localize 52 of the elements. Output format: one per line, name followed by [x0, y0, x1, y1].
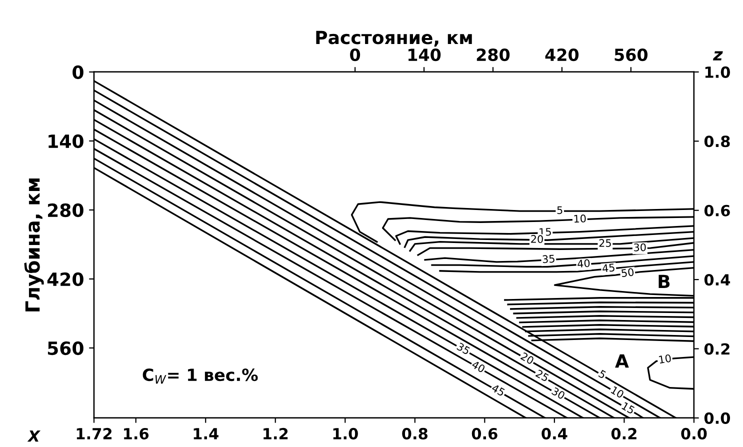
series-label: 30: [634, 243, 646, 252]
text: 10: [610, 386, 624, 398]
x-tick-label: 0.4: [542, 428, 568, 440]
text: 45: [602, 264, 615, 272]
text: 10: [658, 354, 672, 364]
x2-tick-label: 280: [476, 48, 510, 62]
annotation: B: [658, 274, 670, 288]
y-tick-label: 420: [47, 272, 84, 286]
x-tick-label: 1.2: [264, 428, 288, 440]
series-label: 40: [577, 259, 590, 268]
y-tick-label: 560: [48, 341, 84, 356]
y2-tick-label: 0.2: [704, 343, 730, 355]
series-label: 5: [557, 206, 562, 214]
text: 40: [471, 360, 486, 373]
x-tick-label: 0.2: [611, 428, 636, 440]
x-tick-label: 1.0: [333, 428, 358, 440]
series-label: 20: [531, 234, 544, 244]
text: 30: [551, 386, 566, 400]
y2-tick-label: 1.0: [705, 66, 730, 78]
x2-axis-title: Расстояние, км: [316, 30, 472, 47]
text: 25: [535, 369, 550, 382]
y2-axis-title: z: [712, 51, 723, 60]
text: 35: [456, 342, 470, 355]
y2-tick-label: 0.4: [704, 274, 730, 286]
x2-tick-label: 420: [545, 48, 579, 62]
series-label: 10: [574, 214, 586, 223]
series-label: 35: [542, 254, 555, 264]
y2-tick-label: 0.0: [704, 412, 730, 424]
x2-tick-label: 560: [614, 48, 648, 62]
x-tick-label: 1.72: [76, 428, 112, 440]
y2-tick-label: 0.6: [704, 204, 730, 216]
x-tick-label: 0.6: [472, 428, 498, 440]
series-label: 25: [599, 239, 611, 247]
y-tick-label: 0: [72, 65, 84, 80]
x-tick-label: 0.0: [681, 428, 707, 440]
y-tick-label: 280: [48, 203, 84, 218]
x2-tick-label: 0: [350, 48, 360, 62]
x-axis-title: X: [27, 430, 41, 442]
x-tick-label: 0.8: [402, 428, 428, 440]
y-tick-label: 140: [48, 134, 84, 148]
x-tick-label: 1.6: [124, 428, 149, 440]
text: 50: [621, 268, 634, 278]
text: 20: [520, 352, 534, 365]
x2-tick-label: 140: [408, 48, 441, 62]
text: 5: [598, 370, 606, 379]
text: 15: [621, 402, 635, 414]
y2-tick-label: 0.8: [704, 136, 730, 148]
annotation: C$_{W}$= 1 вес.%: [142, 368, 258, 384]
y-axis-title: Глубина, км: [24, 178, 44, 312]
text: 45: [491, 384, 506, 396]
x-tick-label: 1.4: [194, 428, 218, 440]
annotation: A: [615, 354, 629, 368]
